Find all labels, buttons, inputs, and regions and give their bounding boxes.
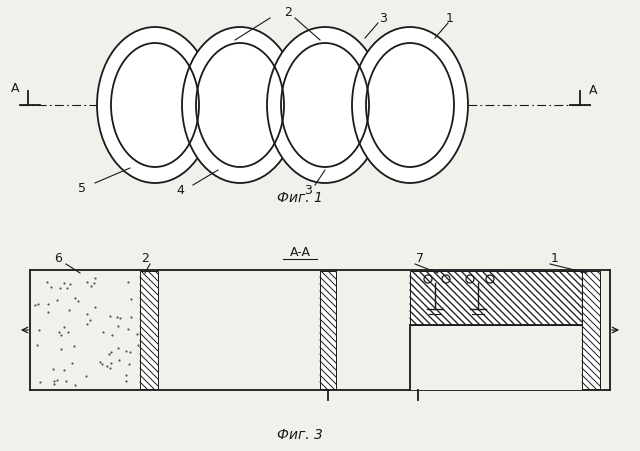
- Text: 4: 4: [176, 184, 184, 197]
- Text: A: A: [11, 83, 19, 96]
- Text: 2: 2: [284, 6, 292, 19]
- Bar: [158, 271, 320, 389]
- Ellipse shape: [182, 27, 298, 183]
- Text: 2: 2: [141, 252, 149, 264]
- Polygon shape: [320, 271, 336, 389]
- Text: 6: 6: [54, 252, 62, 264]
- Ellipse shape: [352, 27, 468, 183]
- Text: 1: 1: [551, 252, 559, 264]
- Bar: [336, 271, 410, 389]
- Bar: [410, 325, 582, 390]
- Ellipse shape: [267, 27, 383, 183]
- Text: 3: 3: [304, 184, 312, 197]
- Ellipse shape: [97, 27, 213, 183]
- Bar: [410, 271, 582, 325]
- Text: 7: 7: [416, 252, 424, 264]
- Text: 3: 3: [379, 11, 387, 24]
- Polygon shape: [410, 271, 582, 325]
- Text: A-A: A-A: [289, 245, 310, 258]
- Text: Фиг. 1: Фиг. 1: [277, 191, 323, 205]
- Polygon shape: [140, 271, 158, 389]
- Polygon shape: [410, 271, 582, 325]
- Bar: [600, 271, 609, 389]
- Text: A: A: [589, 84, 597, 97]
- Text: Фиг. 3: Фиг. 3: [277, 428, 323, 442]
- Text: 1: 1: [446, 11, 454, 24]
- Text: 5: 5: [78, 181, 86, 194]
- Polygon shape: [582, 271, 600, 389]
